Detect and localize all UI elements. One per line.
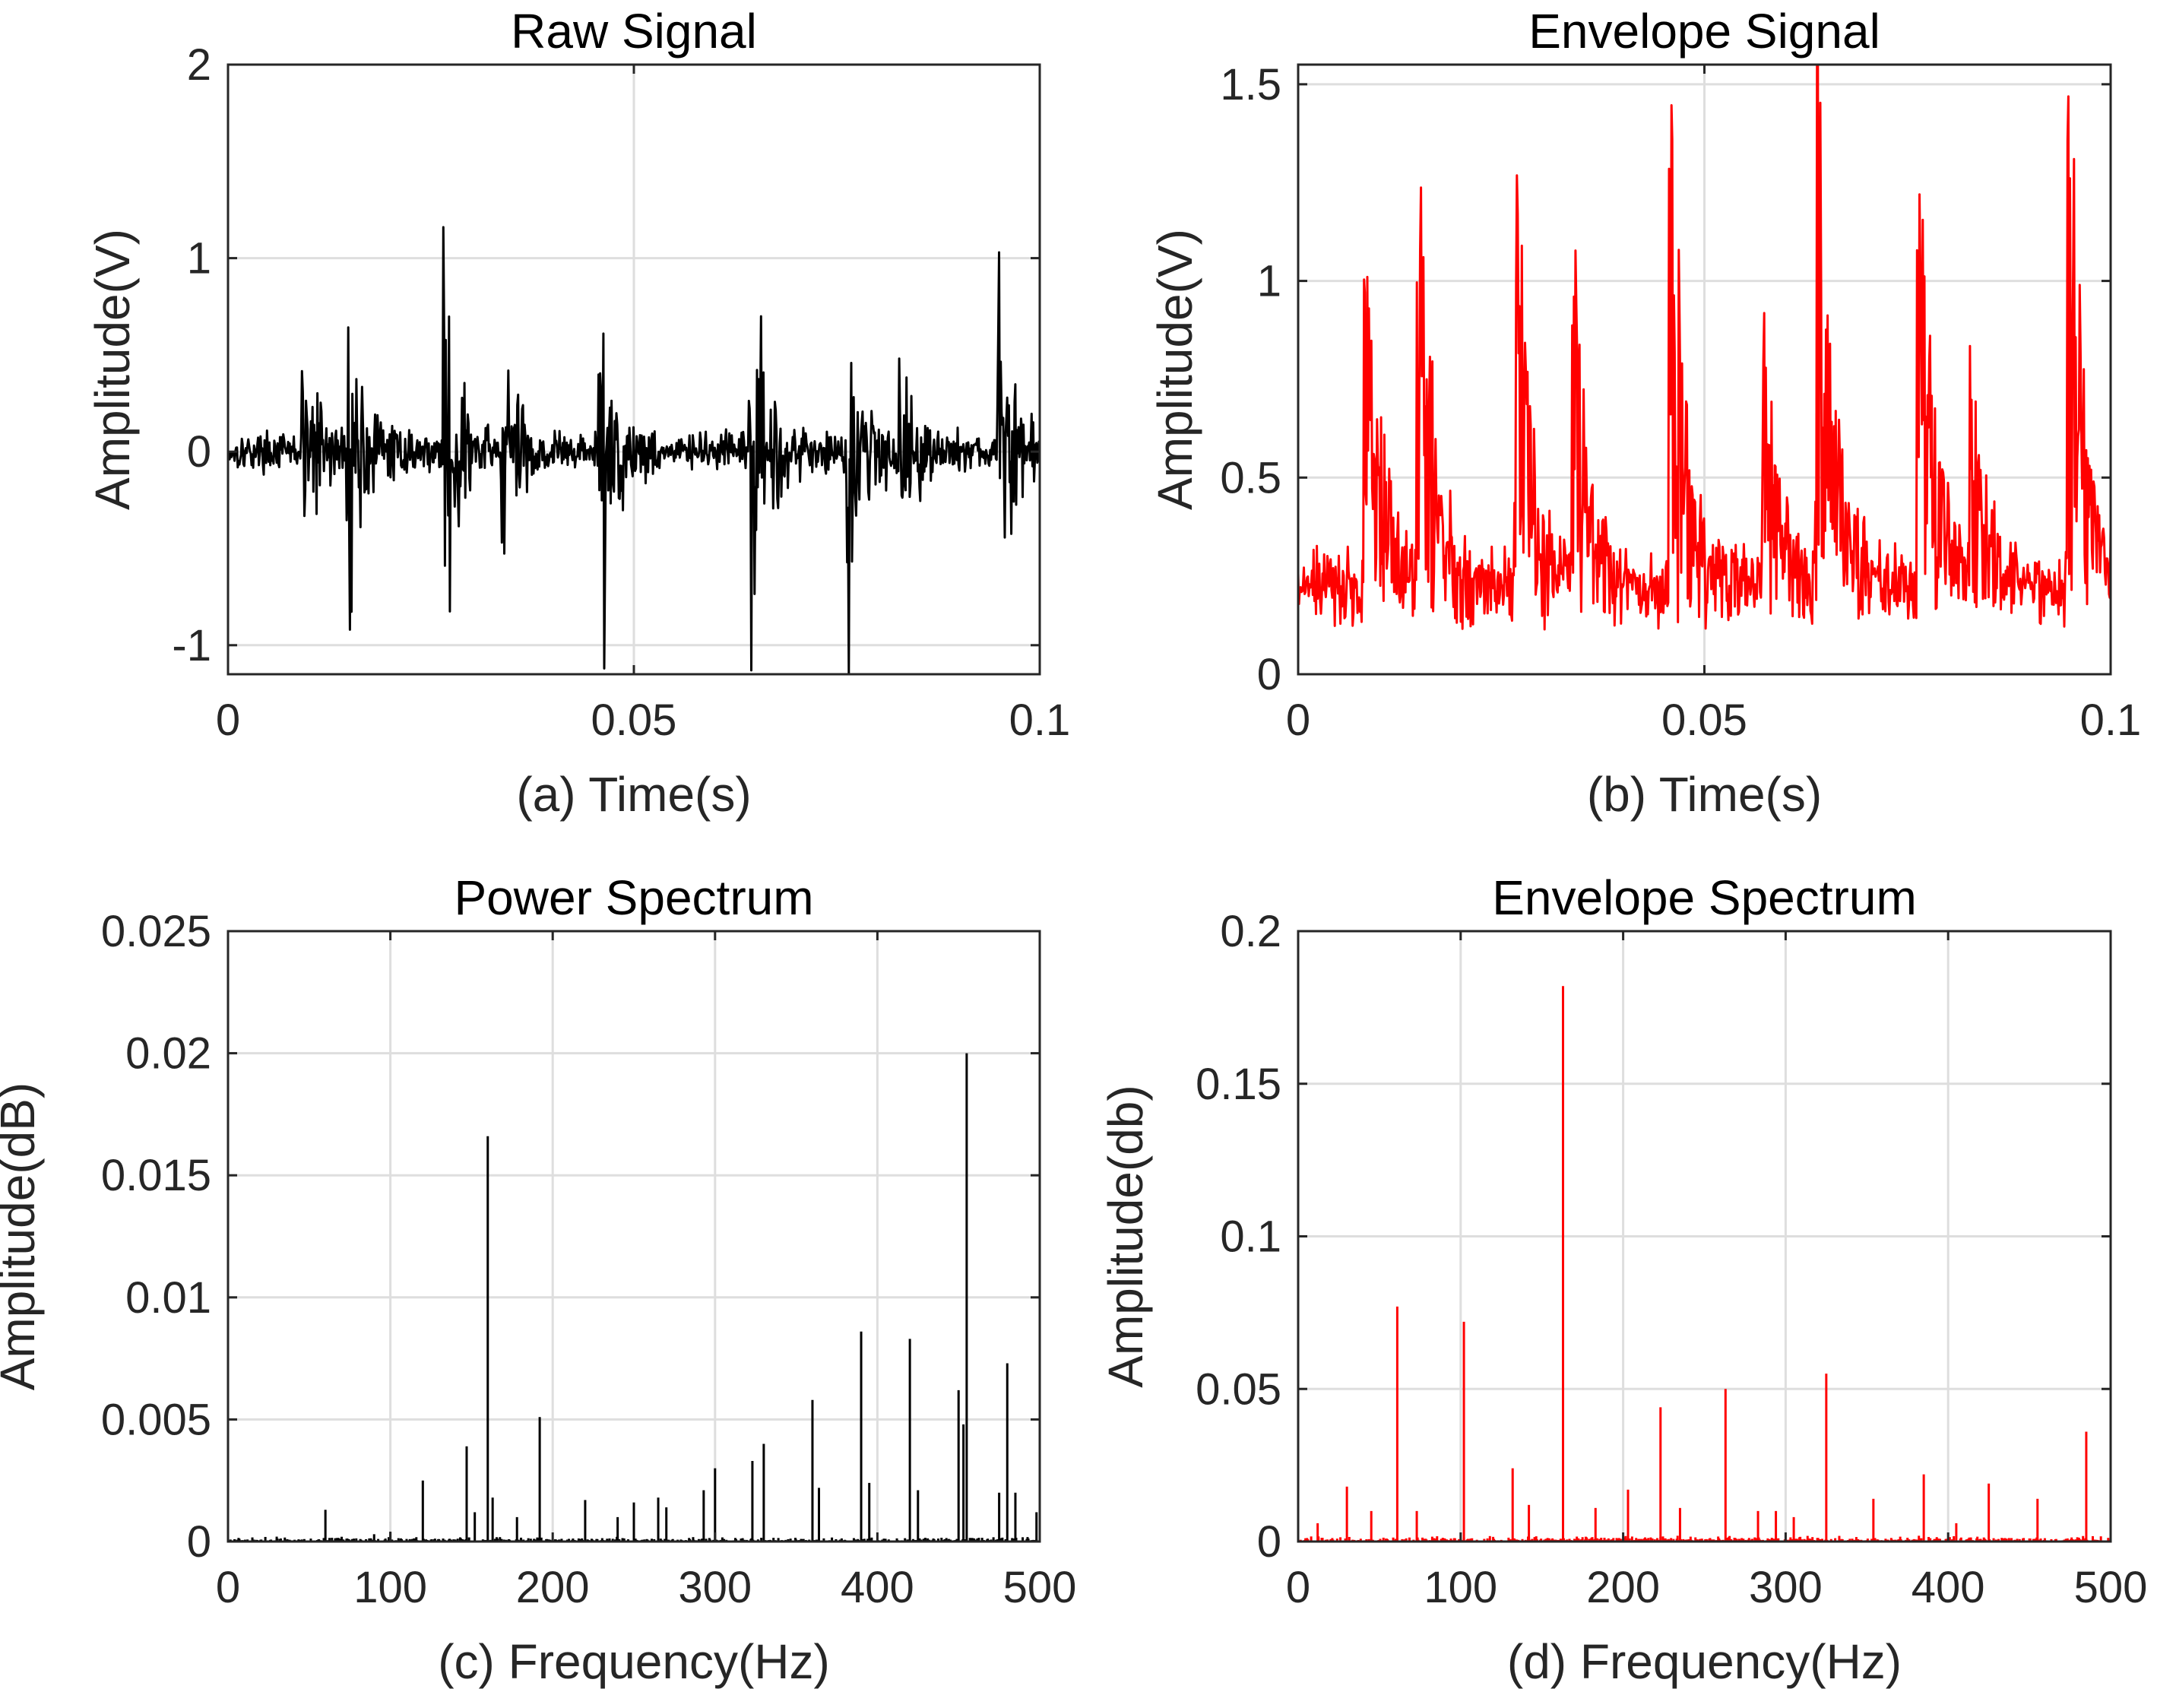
x-tick-label: 0	[1286, 1563, 1310, 1612]
x-axis-label: (b) Time(s)	[1587, 767, 1822, 822]
x-tick-label: 0	[216, 696, 240, 745]
raw-series-line	[226, 226, 1041, 676]
y-tick-label: 1	[1257, 257, 1281, 306]
y-axis-label: Amplitude(V)	[85, 229, 140, 510]
x-tick-label: 0.05	[1661, 696, 1747, 745]
chart-title: Envelope Signal	[1528, 4, 1880, 59]
x-tick-label: 100	[1424, 1563, 1497, 1612]
y-tick-label: 0.15	[1196, 1060, 1281, 1109]
x-tick-label: 300	[678, 1563, 752, 1612]
y-tick-label: 0	[1257, 650, 1281, 699]
chart-title: Raw Signal	[511, 4, 757, 59]
x-tick-label: 400	[841, 1563, 914, 1612]
y-tick-label: 0.005	[101, 1395, 211, 1444]
x-tick-label: 0	[216, 1563, 240, 1612]
x-tick-label: 500	[2074, 1563, 2148, 1612]
y-axis-label: Amplitude(dB)	[0, 1082, 45, 1391]
chart-title: Envelope Spectrum	[1492, 870, 1917, 925]
y-tick-label: 0	[187, 1517, 211, 1567]
y-tick-label: 0.5	[1220, 453, 1281, 502]
power-chart: 0 100 200 300 400 500 0 0.005 0.01 0.015 0.02 0.025…	[0, 870, 1076, 1689]
y-tick-label: 0	[187, 427, 211, 477]
envelope-series-line	[1297, 63, 2112, 631]
x-tick-label: 0	[1286, 696, 1310, 745]
y-tick-label: 0.05	[1196, 1364, 1281, 1414]
chart-title: Power Spectrum	[454, 870, 813, 925]
y-axis-label: Amplitude(V)	[1148, 229, 1202, 510]
y-tick-label: 0.02	[125, 1029, 211, 1079]
y-tick-label: 0.1	[1220, 1212, 1281, 1262]
x-axis-label: (a) Time(s)	[516, 767, 751, 822]
y-tick-label: 0.2	[1220, 907, 1281, 956]
y-axis-label: Amplitude(db)	[1098, 1085, 1153, 1387]
y-tick-label: 0.025	[101, 907, 211, 956]
x-tick-label: 0.1	[2080, 696, 2142, 745]
x-tick-label: 300	[1749, 1563, 1823, 1612]
y-tick-label: 0.015	[101, 1151, 211, 1200]
y-tick-label: 0.01	[125, 1273, 211, 1323]
x-tick-label: 200	[516, 1563, 590, 1612]
y-tick-label: 1	[187, 234, 211, 284]
y-tick-label: 0	[1257, 1517, 1281, 1567]
envspec-chart: 0 100 200 300 400 500 0 0.05 0.1 0.15 0.2 Envelope …	[1098, 870, 2147, 1689]
x-tick-label: 100	[353, 1563, 427, 1612]
x-axis-label: (c) Frequency(Hz)	[438, 1634, 830, 1689]
axes-frame	[226, 930, 1041, 1543]
y-tick-label: 2	[187, 40, 211, 90]
x-axis-label: (d) Frequency(Hz)	[1507, 1634, 1902, 1689]
x-tick-label: 0.1	[1009, 696, 1071, 745]
x-tick-label: 400	[1912, 1563, 1985, 1612]
y-tick-label: -1	[172, 621, 211, 670]
y-tick-label: 1.5	[1220, 60, 1281, 109]
x-tick-label: 200	[1586, 1563, 1660, 1612]
x-tick-label: 0.05	[591, 696, 677, 745]
envelope-chart: 0 0.05 0.1 0 0.5 1 1.5 Envelope Signal (b) Time(…	[1148, 4, 2141, 822]
x-tick-label: 500	[1003, 1563, 1077, 1612]
